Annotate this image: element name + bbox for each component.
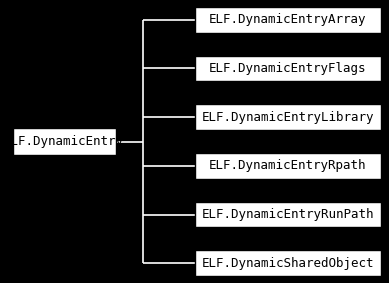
FancyBboxPatch shape [194, 56, 381, 81]
FancyBboxPatch shape [194, 7, 381, 33]
Text: ELF.DynamicEntryRunPath: ELF.DynamicEntryRunPath [202, 208, 374, 221]
Text: ELF.DynamicEntryArray: ELF.DynamicEntryArray [209, 13, 366, 26]
Text: ELF.DynamicSharedObject: ELF.DynamicSharedObject [202, 257, 374, 270]
Text: ELF.DynamicEntry: ELF.DynamicEntry [4, 135, 124, 148]
FancyBboxPatch shape [194, 104, 381, 130]
Text: ELF.DynamicEntryLibrary: ELF.DynamicEntryLibrary [202, 111, 374, 124]
Text: ELF.DynamicEntryRpath: ELF.DynamicEntryRpath [209, 159, 366, 172]
FancyBboxPatch shape [194, 202, 381, 227]
FancyBboxPatch shape [12, 128, 116, 155]
FancyBboxPatch shape [194, 153, 381, 179]
Text: ELF.DynamicEntryFlags: ELF.DynamicEntryFlags [209, 62, 366, 75]
FancyBboxPatch shape [194, 250, 381, 276]
